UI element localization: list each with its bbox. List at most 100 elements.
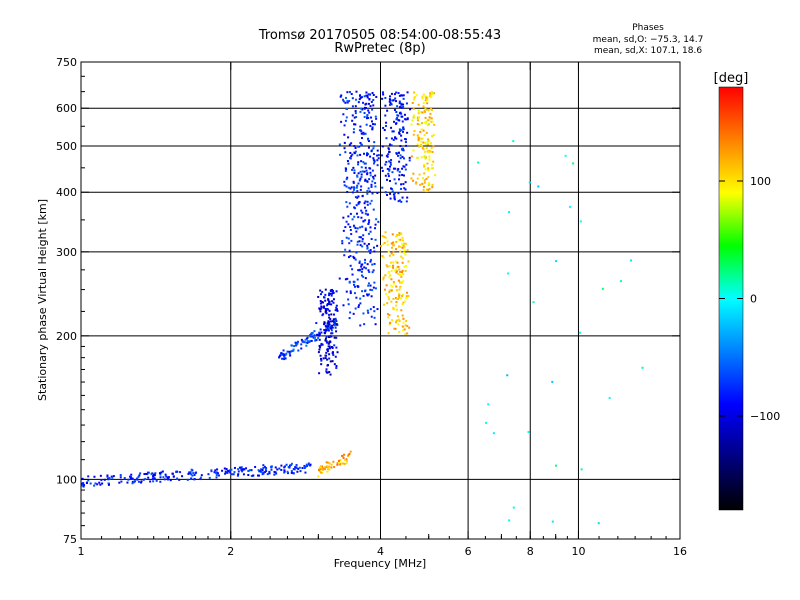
chart-subtitle: RwPretec (8p)	[334, 41, 425, 56]
data-point	[335, 323, 338, 326]
data-point	[372, 175, 375, 178]
data-point	[392, 241, 395, 244]
data-point	[108, 477, 111, 480]
data-point	[317, 351, 320, 354]
data-point	[366, 192, 369, 195]
data-point	[428, 95, 431, 98]
colorbar-tick-label: −100	[750, 410, 780, 423]
data-point	[426, 108, 429, 111]
data-point	[395, 304, 398, 307]
data-point	[333, 344, 336, 347]
data-point	[355, 230, 358, 233]
data-point	[401, 314, 404, 317]
data-point	[402, 128, 405, 131]
data-point	[388, 291, 391, 294]
data-point	[146, 471, 149, 474]
data-point	[349, 311, 352, 314]
data-point	[421, 147, 424, 150]
data-point	[403, 113, 406, 116]
data-point	[383, 303, 386, 306]
data-point	[398, 132, 401, 135]
data-point	[399, 250, 402, 253]
data-point	[326, 303, 329, 306]
data-point	[335, 336, 338, 339]
data-point	[406, 249, 409, 252]
data-point	[349, 212, 352, 215]
data-point	[367, 146, 370, 149]
data-point	[397, 178, 400, 181]
data-point	[347, 256, 350, 259]
data-point	[285, 463, 288, 466]
data-point	[278, 356, 281, 359]
data-point	[370, 199, 373, 202]
y-tick-label: 200	[56, 330, 77, 343]
data-point	[406, 196, 409, 199]
data-point	[400, 275, 403, 278]
data-point	[427, 109, 430, 112]
data-point	[398, 102, 401, 105]
data-point	[370, 315, 373, 318]
data-point	[376, 164, 379, 167]
data-point	[397, 245, 400, 248]
data-point	[399, 238, 402, 241]
data-point	[155, 479, 158, 482]
data-point	[389, 197, 392, 200]
data-point	[402, 273, 405, 276]
data-point	[396, 116, 399, 119]
data-point	[361, 195, 364, 198]
data-point	[386, 178, 389, 181]
data-point	[200, 474, 203, 477]
data-point	[225, 471, 228, 474]
data-point	[387, 316, 390, 319]
data-point	[110, 475, 113, 478]
data-point	[236, 474, 239, 477]
data-point	[297, 340, 300, 343]
data-point	[291, 349, 294, 352]
data-point	[428, 116, 431, 119]
data-point	[413, 130, 416, 133]
phase-legend-o: mean, sd,O: −75.3, 14.7	[593, 35, 704, 45]
data-point	[314, 338, 317, 341]
data-point	[397, 92, 400, 95]
data-point	[601, 287, 604, 290]
data-point	[365, 123, 368, 126]
data-point	[329, 360, 332, 363]
data-point	[347, 186, 350, 189]
data-point	[398, 288, 401, 291]
data-point	[346, 205, 349, 208]
data-point	[351, 168, 354, 171]
data-point	[402, 103, 405, 106]
data-point	[395, 240, 398, 243]
data-point	[333, 323, 336, 326]
data-point	[418, 173, 421, 176]
data-point	[351, 105, 354, 108]
data-point	[361, 245, 364, 248]
data-point	[247, 469, 250, 472]
data-point	[431, 183, 434, 186]
data-point	[350, 142, 353, 145]
data-point	[345, 220, 348, 223]
data-point	[371, 180, 374, 183]
data-point	[223, 467, 226, 470]
data-point	[369, 308, 372, 311]
data-point	[395, 300, 398, 303]
data-point	[353, 145, 356, 148]
data-point	[355, 98, 358, 101]
data-point	[421, 97, 424, 100]
data-point	[425, 177, 428, 180]
data-point	[371, 92, 374, 95]
data-point	[347, 298, 350, 301]
data-point	[360, 166, 363, 169]
data-point	[332, 460, 335, 463]
data-point	[139, 472, 142, 475]
data-point	[400, 297, 403, 300]
data-point	[149, 480, 152, 483]
data-point	[339, 153, 342, 156]
data-point	[376, 244, 379, 247]
data-point	[391, 190, 394, 193]
data-point	[325, 370, 328, 373]
data-point	[423, 179, 426, 182]
data-point	[361, 211, 364, 214]
data-point	[376, 159, 379, 162]
data-point	[419, 183, 422, 186]
